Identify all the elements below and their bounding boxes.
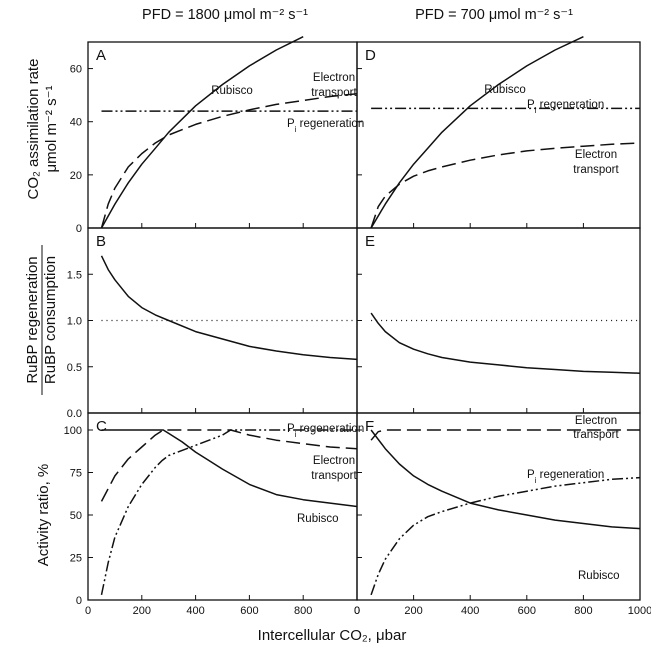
panel-b: 0.0 0.5 1.0 1.5 B [67,227,358,420]
col-title-left: PFD = 1800 μmol m⁻² s⁻¹ [142,7,308,23]
panel-a-ytick-label: 60 [70,64,82,76]
panel-c-xtick-label: 400 [186,605,204,617]
panel-d-electron-transport-label: Electron [575,149,617,161]
panel-f-rubisco-label: Rubisco [578,570,620,582]
panel-d-rubisco-line [370,36,584,229]
panel-a-electron-transport-label: Electron [313,72,355,84]
ylabel-b-line1: RuBP regeneration [24,256,41,383]
panel-f-xtick-label: 1000 [628,605,651,617]
panel-c-electron-transport-label: Electron [313,455,355,467]
panel-c-xtick-label: 800 [294,605,312,617]
panel-f-electron-transport-label: Electron [575,415,617,427]
panel-c-letter: C [96,418,107,435]
panel-c-ytick-label: 25 [70,553,82,565]
panel-b-ratio-line [100,255,358,361]
x-axis-title: Intercellular CO₂, μbar [258,627,407,644]
panel-c-xtick-label: 200 [133,605,151,617]
panel-c-electron-transport-line [100,429,358,502]
panel-f-pi-regeneration-label: Pi regeneration [527,469,604,485]
panel-d-letter: D [365,47,376,64]
panel-c-ytick-label: 100 [64,425,82,437]
ylabel-c: Activity ratio, % [35,464,52,567]
ylabel-b-line2: RuBP consumption [42,256,59,384]
panel-a-letter: A [96,47,106,64]
panel-c-xtick-label: 600 [240,605,258,617]
panel-d-electron-transport-label: transport [573,164,619,176]
panel-c-ytick-label: 75 [70,468,82,480]
panel-c-xtick-label: 0 [354,605,360,617]
ylabel-a-line2: μmol m⁻² s⁻¹ [43,86,60,173]
ylabel-a-line1: CO₂ assimilation rate [25,59,42,200]
panel-b-letter: B [96,233,106,250]
panel-a-ytick-label: 40 [70,117,82,129]
panel-a-ytick-label: 0 [76,223,82,235]
panel-a-rubisco-line [100,36,304,229]
panel-f-letter: F [365,418,374,435]
panel-c-pi-regeneration-line [100,429,357,596]
panel-f-xtick-label: 800 [574,605,592,617]
panel-c-rubisco-line [101,429,358,508]
panel-c-rubisco-label: Rubisco [297,513,339,525]
panel-f-electron-transport-label: transport [573,429,619,441]
panel-c-ytick-label: 0 [76,595,82,607]
panel-f-pi-regeneration-line [370,476,641,596]
panel-f-xtick-label: 600 [518,605,536,617]
panel-a-electron-transport-line [100,93,358,229]
panel-e-letter: E [365,233,375,250]
panel-a-pi-regeneration-label: Pi regeneration [287,118,364,134]
panels: 0 20 40 60 A Rubisco Electron transport Pi regen… [64,36,651,617]
panel-f-electron-transport-line [370,429,640,441]
panel-d-rubisco-label: Rubisco [484,84,526,96]
col-title-right: PFD = 700 μmol m⁻² s⁻¹ [415,7,573,23]
panel-d-frame [356,41,641,229]
panel-f-xtick-label: 200 [404,605,422,617]
panel-b-ytick-label: 0.5 [67,362,82,374]
panel-f-frame [356,412,641,601]
panel-c-ytick-label: 50 [70,510,82,522]
panel-f-xtick-label: 400 [461,605,479,617]
panel-a-rubisco-label: Rubisco [211,85,253,97]
panel-c-electron-transport-label: transport [311,470,357,482]
panel-b-ytick-label: 0.0 [67,408,82,420]
panel-a-frame [87,41,358,229]
panel-b-ytick-label: 1.0 [67,316,82,328]
panel-e-frame [356,227,641,414]
panel-f-xtick-label: 0 [354,605,360,617]
panel-a: 0 20 40 60 A Rubisco Electron transport Pi regen… [70,36,364,235]
panel-c-pi-regeneration-label: Pi regeneration [287,423,364,439]
panel-a-ytick-label: 20 [70,170,82,182]
panel-d-pi-regeneration-label: Pi regeneration [527,99,604,115]
panel-e-ratio-line [370,312,641,374]
panel-c-xtick-label: 0 [85,605,91,617]
panel-a-electron-transport-label: transport [311,87,357,99]
panel-f: 0 200 400 600 800 1000 F Electron transport Rubis… [354,412,651,617]
panel-e: E [356,227,641,414]
panel-b-ytick-label: 1.5 [67,269,82,281]
